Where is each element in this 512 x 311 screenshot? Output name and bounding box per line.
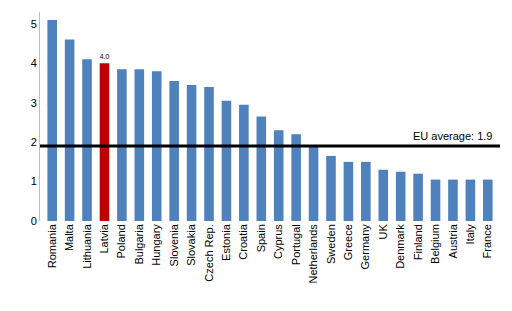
svg-text:Romania: Romania — [46, 223, 58, 268]
svg-text:Latvia: Latvia — [98, 223, 110, 253]
svg-text:Finland: Finland — [412, 224, 424, 260]
svg-text:1: 1 — [31, 175, 37, 187]
svg-text:Lithuania: Lithuania — [81, 223, 93, 269]
svg-text:Croatia: Croatia — [237, 223, 249, 259]
svg-text:4: 4 — [31, 57, 37, 69]
svg-text:Estonia: Estonia — [220, 223, 232, 261]
svg-text:Malta: Malta — [63, 223, 75, 251]
svg-text:Greece: Greece — [342, 224, 354, 260]
svg-text:Portugal: Portugal — [290, 224, 302, 265]
svg-text:Austria: Austria — [447, 223, 459, 258]
svg-text:0: 0 — [31, 215, 37, 227]
svg-text:Slovenia: Slovenia — [168, 223, 180, 266]
svg-text:Poland: Poland — [115, 224, 127, 258]
svg-text:2: 2 — [31, 136, 37, 148]
svg-text:Hungary: Hungary — [150, 224, 162, 266]
svg-text:EU average: 1.9: EU average: 1.9 — [413, 130, 493, 142]
svg-text:France: France — [481, 224, 493, 258]
svg-text:5: 5 — [31, 18, 37, 30]
svg-text:4.0: 4.0 — [100, 53, 110, 60]
svg-text:Sweden: Sweden — [325, 224, 337, 264]
svg-text:Denmark: Denmark — [394, 224, 406, 269]
svg-text:Italy: Italy — [464, 224, 476, 245]
svg-text:Spain: Spain — [255, 224, 267, 252]
svg-text:Belgium: Belgium — [429, 224, 441, 264]
svg-text:UK: UK — [377, 224, 389, 240]
svg-text:Czech Rep.: Czech Rep. — [203, 224, 215, 281]
svg-text:Cyprus: Cyprus — [272, 224, 284, 259]
svg-text:Bulgaria: Bulgaria — [133, 223, 145, 264]
svg-text:Netherlands: Netherlands — [307, 224, 319, 284]
svg-text:3: 3 — [31, 97, 37, 109]
svg-text:Germany: Germany — [359, 224, 371, 270]
svg-text:Slovakia: Slovakia — [185, 223, 197, 265]
